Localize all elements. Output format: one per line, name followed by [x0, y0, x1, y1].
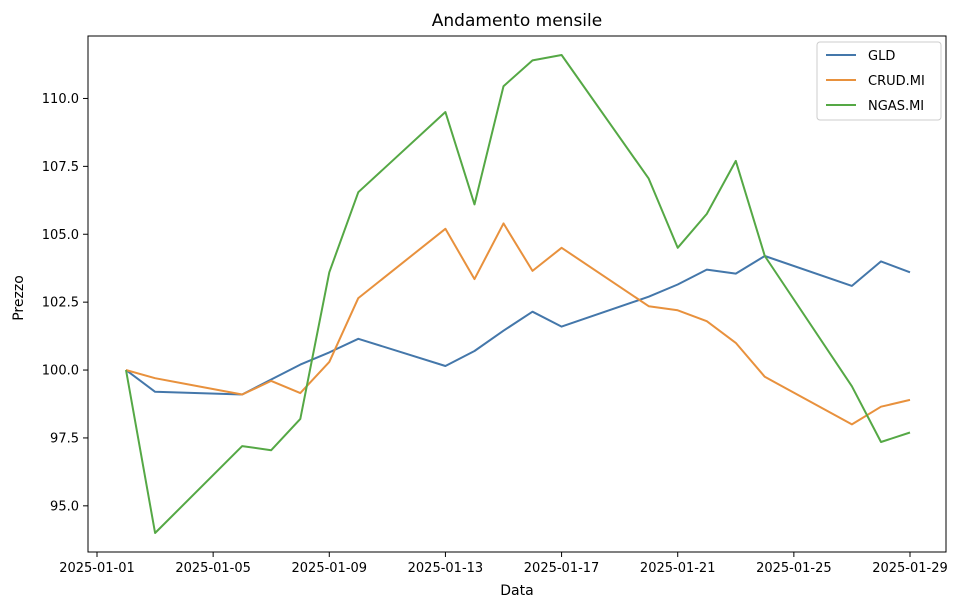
x-tick-label: 2025-01-05 [175, 561, 251, 576]
legend-label: CRUD.MI [868, 74, 925, 89]
x-tick-label: 2025-01-25 [756, 561, 832, 576]
legend: GLD CRUD.MI NGAS.MI [816, 41, 942, 121]
chart-title: Andamento mensile [432, 11, 602, 31]
x-tick-label: 2025-01-17 [524, 561, 600, 576]
series-line-2 [125, 54, 911, 534]
legend-label: NGAS.MI [868, 99, 924, 114]
x-tick-label: 2025-01-29 [872, 561, 948, 576]
y-axis-title: Prezzo [11, 275, 27, 321]
x-axis-title: Data [500, 583, 533, 599]
x-tick-label: 2025-01-21 [640, 561, 716, 576]
y-tick-label: 105.0 [42, 228, 79, 243]
y-tick-label: 110.0 [42, 92, 79, 107]
x-axis: 2025-01-01 2025-01-05 2025-01-09 2025-01-13… [59, 552, 948, 576]
y-tick-label: 100.0 [42, 364, 79, 379]
plot-frame [87, 35, 947, 553]
series-layer [125, 54, 911, 534]
y-tick-label: 95.0 [50, 499, 79, 514]
x-tick-label: 2025-01-13 [408, 561, 484, 576]
y-tick-label: 102.5 [42, 296, 79, 311]
x-tick-label: 2025-01-01 [59, 561, 135, 576]
series-line-0 [125, 255, 911, 396]
x-tick-label: 2025-01-09 [292, 561, 368, 576]
legend-box [816, 41, 942, 121]
y-tick-label: 107.5 [42, 160, 79, 175]
series-line-1 [125, 222, 911, 426]
y-tick-label: 97.5 [50, 431, 79, 446]
y-axis: 95.0 97.5 100.0 102.5 105.0 107.5 110.0 [42, 92, 88, 514]
legend-label: GLD [868, 49, 895, 64]
